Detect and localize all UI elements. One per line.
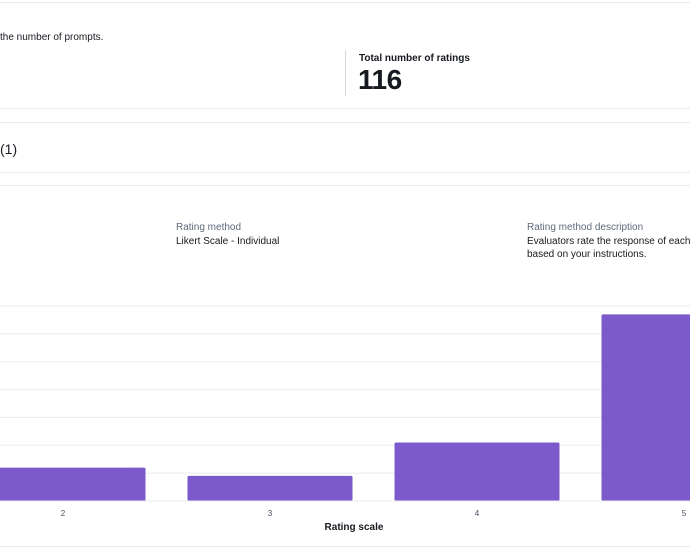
summary-description: the number of prompts. — [0, 32, 104, 43]
chart-bars — [0, 314, 690, 501]
rating-distribution-chart: 12345 Rating scale — [0, 305, 690, 533]
total-ratings-label: Total number of ratings — [359, 53, 470, 64]
section-header-count: (1) — [0, 141, 18, 157]
x-tick-label-2: 2 — [61, 509, 66, 518]
total-ratings-value: 116 — [358, 64, 402, 95]
bar-rating-3[interactable] — [187, 475, 353, 501]
rating-method-value: Likert Scale - Individual — [176, 236, 280, 247]
rating-method-label: Rating method — [176, 222, 242, 233]
chart-gridlines — [0, 305, 690, 474]
bar-rating-5[interactable] — [601, 314, 690, 501]
divider — [0, 172, 690, 173]
divider — [0, 185, 690, 186]
x-axis-ticks: 12345 — [61, 509, 687, 518]
rating-method-description-line1: Evaluators rate the response of each inc — [527, 236, 690, 247]
metric-divider — [345, 50, 346, 96]
rating-method-description-line2: based on your instructions. — [527, 249, 647, 260]
x-axis-title: Rating scale — [325, 522, 384, 533]
bar-rating-2[interactable] — [0, 467, 146, 501]
x-tick-label-5: 5 — [682, 509, 687, 518]
divider — [0, 122, 690, 123]
rating-method-description-label: Rating method description — [527, 222, 644, 233]
divider — [0, 2, 690, 3]
divider — [0, 108, 690, 109]
bar-rating-4[interactable] — [394, 442, 560, 502]
x-tick-label-3: 3 — [268, 509, 273, 518]
divider — [0, 546, 690, 547]
x-tick-label-4: 4 — [475, 509, 480, 518]
